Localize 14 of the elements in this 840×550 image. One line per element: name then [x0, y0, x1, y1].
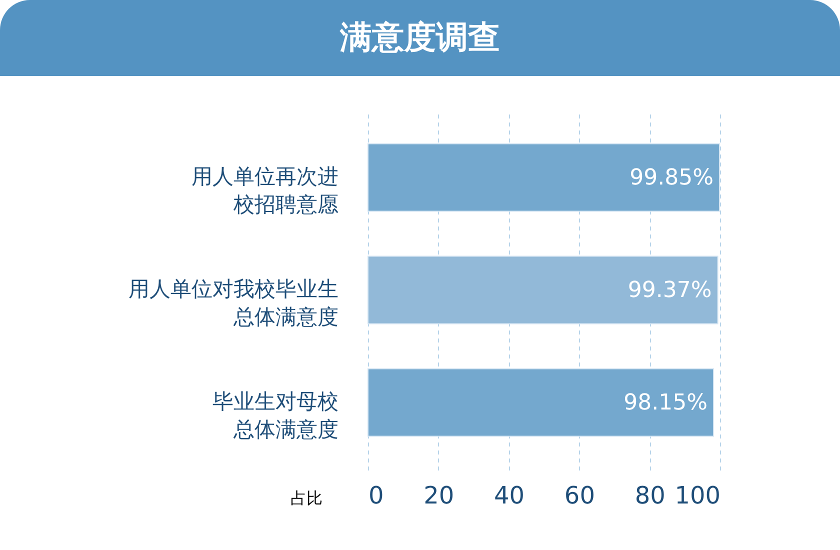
data-label: 99.85% — [630, 166, 714, 190]
data-label: 99.37% — [628, 278, 712, 303]
y-tick-label: 用人单位对我校毕业生总体满意度 — [128, 277, 338, 329]
x-tick-label: 20 — [424, 482, 454, 510]
x-tick-label: 80 — [634, 482, 666, 510]
chart-title: 满意度调查 — [339, 18, 500, 56]
y-tick-label: 用人单位再次进校招聘意愿 — [192, 164, 338, 216]
y-tick-label: 毕业生对母校总体满意度 — [212, 390, 338, 442]
x-tick-label: 100 — [674, 482, 720, 510]
x-axis-title: 占比 — [290, 488, 322, 508]
x-tick-label: 60 — [564, 482, 595, 510]
x-tick-label: 0 — [368, 482, 384, 510]
data-label: 98.15% — [624, 390, 708, 416]
x-tick-label: 40 — [494, 482, 525, 510]
